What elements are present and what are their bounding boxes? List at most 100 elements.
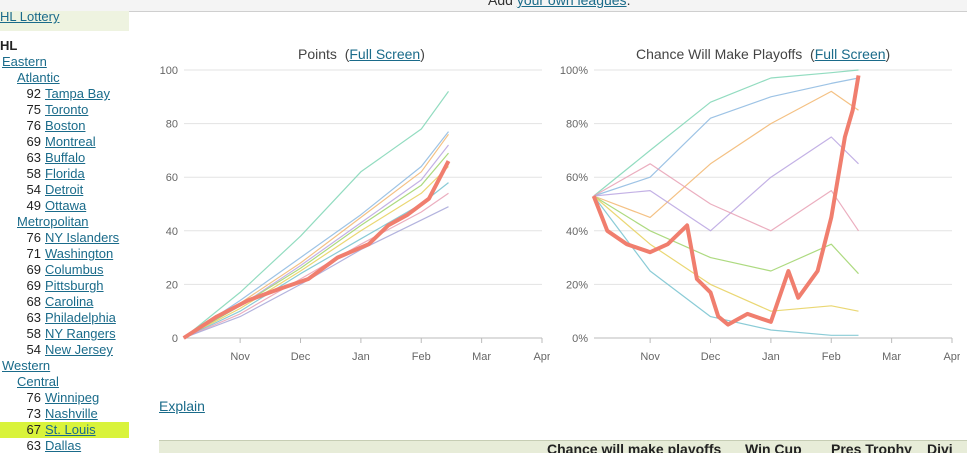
- points-fullscreen-link[interactable]: Full Screen: [349, 46, 421, 62]
- playoffs-chart: 0% 20% 40% 60% 80% 100% Nov Dec Jan Feb Mar Apr: [560, 65, 960, 363]
- x-tick-label: Dec: [291, 351, 311, 363]
- explain-link[interactable]: Explain: [159, 398, 205, 414]
- team-link[interactable]: Buffalo: [45, 150, 86, 165]
- sidebar-team-nashville[interactable]: 73 Nashville: [0, 406, 98, 422]
- sidebar-team-detroit[interactable]: 54 Detroit: [0, 182, 84, 198]
- sidebar-team-montreal[interactable]: 69 Montreal: [0, 134, 96, 150]
- col-header-playoffs[interactable]: Chance will make playoffs: [547, 441, 722, 453]
- x-tick-label: Nov: [640, 351, 660, 363]
- team-link[interactable]: Pittsburgh: [45, 278, 104, 293]
- sidebar-team-ny-islanders[interactable]: 76 NY Islanders: [0, 230, 120, 246]
- team-points: 69: [26, 262, 41, 277]
- sidebar-team-philadelphia[interactable]: 63 Philadelphia: [0, 310, 116, 326]
- sidebar-lottery: HL Lottery: [0, 11, 129, 31]
- team-link[interactable]: New Jersey: [45, 342, 113, 357]
- team-link[interactable]: Winnipeg: [45, 390, 100, 405]
- team-points: 67: [26, 422, 41, 437]
- team-points: 58: [26, 326, 41, 341]
- points-chart: 0 20 40 60 80 100 Nov Dec Jan Feb Mar Apr: [160, 65, 550, 363]
- playoffs-chart-title: Chance Will Make Playoffs (Full Screen): [636, 46, 891, 62]
- team-link[interactable]: Ottawa: [45, 198, 87, 213]
- page-top-strip: Add your own leagues.: [0, 0, 967, 12]
- y-tick-label: 100%: [560, 65, 588, 77]
- sidebar-team-pittsburgh[interactable]: 69 Pittsburgh: [0, 278, 104, 294]
- y-tick-label: 60: [166, 172, 178, 184]
- x-tick-label: Feb: [822, 351, 841, 363]
- team-points: 49: [26, 198, 41, 213]
- team-points: 63: [26, 438, 41, 452]
- team-link[interactable]: NY Islanders: [45, 230, 120, 245]
- team-link[interactable]: Columbus: [45, 262, 104, 277]
- sidebar-division-central: Central: [17, 374, 59, 390]
- team-line: [183, 131, 449, 339]
- team-line: [183, 133, 449, 339]
- add-leagues-text: Add your own leagues.: [488, 0, 630, 8]
- playoffs-title-text: Chance Will Make Playoffs: [636, 46, 803, 62]
- own-leagues-link[interactable]: your own leagues: [516, 0, 627, 8]
- team-link[interactable]: St. Louis: [45, 422, 96, 437]
- division-link[interactable]: Central: [17, 374, 59, 389]
- team-link[interactable]: Dallas: [45, 438, 82, 452]
- team-link[interactable]: Toronto: [45, 102, 89, 117]
- league-label: HL: [0, 38, 18, 53]
- team-line: [183, 91, 449, 339]
- lottery-link[interactable]: HL Lottery: [0, 11, 60, 24]
- team-points: 63: [26, 150, 41, 165]
- sidebar-conference-western: Western: [2, 358, 50, 374]
- y-tick-label: 80%: [566, 119, 588, 131]
- sidebar-team-tampa-bay[interactable]: 92 Tampa Bay: [0, 86, 111, 102]
- sidebar-team-st-louis[interactable]: 67 St. Louis: [0, 422, 129, 438]
- x-tick-label: Apr: [533, 351, 550, 363]
- sidebar-team-carolina[interactable]: 68 Carolina: [0, 294, 94, 310]
- team-line: [593, 77, 859, 197]
- team-points: 68: [26, 294, 41, 309]
- sidebar-team-toronto[interactable]: 75 Toronto: [0, 102, 89, 118]
- col-header-division[interactable]: Divi: [927, 441, 953, 453]
- sidebar-team-winnipeg[interactable]: 76 Winnipeg: [0, 390, 100, 406]
- team-points: 58: [26, 166, 41, 181]
- x-tick-label: Jan: [352, 351, 370, 363]
- x-tick-label: Nov: [230, 351, 250, 363]
- sidebar-team-dallas[interactable]: 63 Dallas: [0, 438, 82, 452]
- playoffs-fullscreen-link[interactable]: Full Screen: [814, 46, 886, 62]
- team-link[interactable]: NY Rangers: [45, 326, 116, 341]
- x-tick-label: Dec: [701, 351, 721, 363]
- y-tick-label: 0: [172, 333, 178, 345]
- team-points: 54: [26, 182, 41, 197]
- team-line: [593, 136, 859, 232]
- team-points: 63: [26, 310, 41, 325]
- col-header-win-cup[interactable]: Win Cup: [745, 441, 802, 453]
- points-chart-title: Points (Full Screen): [298, 46, 425, 62]
- add-suffix: .: [626, 0, 631, 8]
- sidebar-team-new-jersey[interactable]: 54 New Jersey: [0, 342, 113, 358]
- team-link[interactable]: Florida: [45, 166, 85, 181]
- sidebar-team-washington[interactable]: 71 Washington: [0, 246, 114, 262]
- division-link[interactable]: Atlantic: [17, 70, 60, 85]
- points-title-text: Points: [298, 46, 337, 62]
- team-link[interactable]: Nashville: [45, 406, 98, 421]
- col-header-pres-trophy[interactable]: Pres Trophy: [831, 441, 912, 453]
- team-line: [183, 206, 449, 339]
- y-tick-label: 0%: [572, 333, 588, 345]
- team-points: 76: [26, 118, 41, 133]
- x-tick-label: Mar: [472, 351, 491, 363]
- division-link[interactable]: Metropolitan: [17, 214, 89, 229]
- sidebar-team-ny-rangers[interactable]: 58 NY Rangers: [0, 326, 116, 342]
- team-link[interactable]: Carolina: [45, 294, 94, 309]
- team-link[interactable]: Washington: [45, 246, 114, 261]
- sidebar-team-boston[interactable]: 76 Boston: [0, 118, 86, 134]
- team-link[interactable]: Tampa Bay: [45, 86, 111, 101]
- team-line: [593, 195, 859, 336]
- sidebar-team-buffalo[interactable]: 63 Buffalo: [0, 150, 86, 166]
- team-link[interactable]: Boston: [45, 118, 86, 133]
- highlighted-team-line: [591, 75, 861, 327]
- conference-link[interactable]: Eastern: [2, 54, 47, 69]
- team-link[interactable]: Montreal: [45, 134, 96, 149]
- conference-link[interactable]: Western: [2, 358, 51, 373]
- team-link[interactable]: Philadelphia: [45, 310, 116, 325]
- y-tick-label: 40: [166, 226, 178, 238]
- sidebar-team-ottawa[interactable]: 49 Ottawa: [0, 198, 87, 214]
- team-link[interactable]: Detroit: [45, 182, 84, 197]
- sidebar-team-columbus[interactable]: 69 Columbus: [0, 262, 104, 278]
- sidebar-team-florida[interactable]: 58 Florida: [0, 166, 85, 182]
